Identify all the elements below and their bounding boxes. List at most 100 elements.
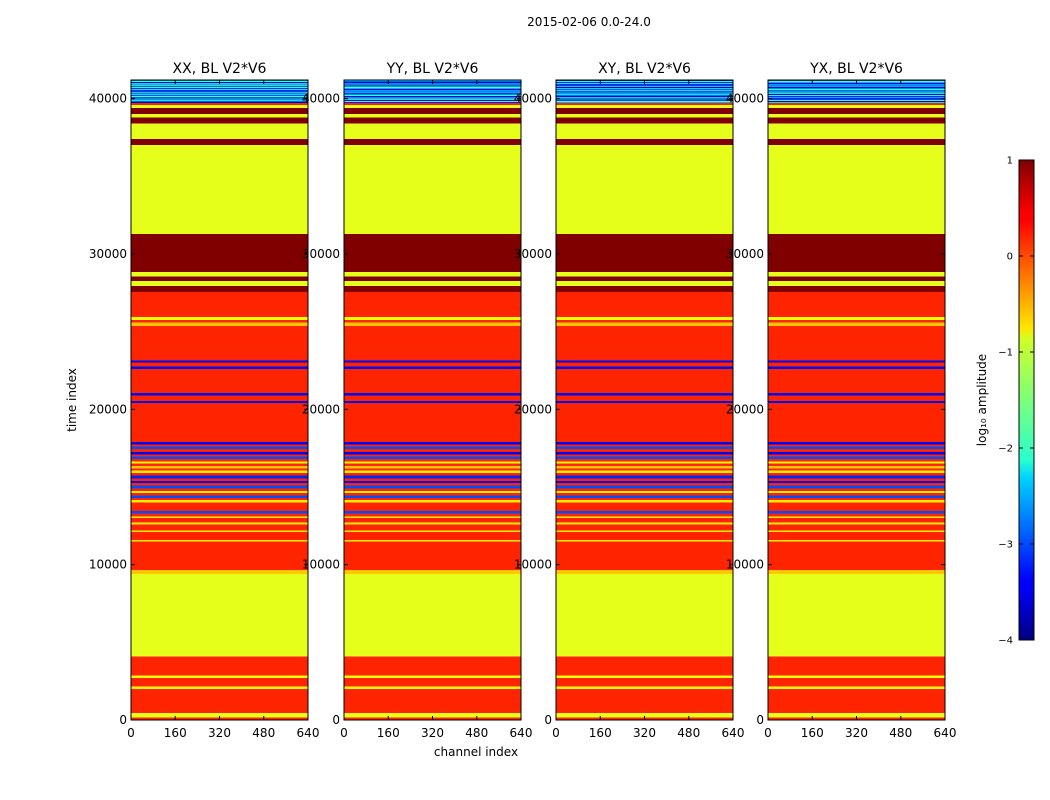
heat-band (556, 316, 733, 320)
heat-band (344, 497, 521, 501)
panel-3: XY, BL V2*V6 0 160 320 480 640 0 10000 20000 3000… (514, 61, 745, 740)
heat-band (768, 532, 945, 540)
heat-band-noisy (768, 99, 945, 102)
heat-band-noisy (131, 96, 308, 98)
heat-band (131, 448, 308, 453)
heat-band (556, 570, 733, 574)
heat-band-noisy (344, 93, 521, 96)
heat-band (556, 456, 733, 460)
heat-band (768, 488, 945, 491)
heat-band (768, 522, 945, 525)
heat-band-noisy (344, 88, 521, 90)
heat-band (768, 320, 945, 323)
heat-band (768, 475, 945, 479)
heat-band (556, 366, 733, 369)
heat-band-noisy (556, 89, 733, 91)
heat-band (768, 466, 945, 469)
heat-band-noisy (768, 101, 945, 103)
heat-band-noisy (556, 91, 733, 93)
heat-band (131, 488, 308, 491)
heat-band (556, 400, 733, 404)
heat-band-noisy (131, 93, 308, 96)
colorbar-tick-label: −4 (998, 636, 1013, 647)
heat-band (344, 570, 521, 574)
heat-band (768, 107, 945, 115)
heat-band (768, 675, 945, 679)
heat-band (131, 518, 308, 523)
heat-band-noisy (131, 84, 308, 86)
y-tick-label: 10000 (89, 558, 127, 572)
heat-band (768, 502, 945, 512)
y-axis-label: time index (65, 368, 79, 432)
heat-band (131, 475, 308, 479)
heat-band (131, 485, 308, 489)
heat-band (344, 326, 521, 361)
heat-band (556, 117, 733, 124)
y-tick-label: 30000 (89, 247, 127, 261)
heat-band-noisy (344, 86, 521, 89)
heat-band (556, 114, 733, 118)
heat-band-noisy (768, 86, 945, 88)
heat-band (131, 452, 308, 455)
heat-band (768, 366, 945, 369)
heat-band (131, 500, 308, 503)
heat-band-noisy (556, 100, 733, 102)
heat-band-noisy (768, 96, 945, 98)
heat-band-noisy (556, 99, 733, 102)
heat-band (768, 495, 945, 498)
colorbar-ticks: 1 0 −1 −2 −3 −4 (998, 156, 1034, 647)
heat-band (131, 573, 308, 657)
heat-band-noisy (768, 84, 945, 86)
heat-band (344, 490, 521, 494)
heat-band-noisy (344, 92, 521, 94)
heat-band-noisy (556, 92, 733, 94)
heat-band (556, 678, 733, 687)
heat-band (344, 123, 521, 140)
heat-band (344, 488, 521, 491)
heat-band (131, 456, 308, 460)
heat-band (556, 444, 733, 447)
heat-band (768, 513, 945, 517)
heat-band (768, 276, 945, 282)
heat-band-noisy (768, 92, 945, 94)
y-tick-label: 10000 (726, 558, 764, 572)
heat-band (344, 459, 521, 462)
heat-band (131, 292, 308, 317)
heat-band (768, 285, 945, 293)
heat-band (768, 117, 945, 124)
heat-band (556, 524, 733, 531)
heat-band (556, 368, 733, 394)
heat-band (131, 276, 308, 282)
heat-band (556, 395, 733, 401)
heat-band (556, 485, 733, 489)
colorbar-tick-label: 0 (1007, 252, 1013, 263)
heat-band (344, 478, 521, 481)
heat-band-noisy (768, 89, 945, 91)
heat-band (768, 478, 945, 481)
heat-band (768, 468, 945, 471)
heat-band-noisy (344, 90, 521, 92)
heat-band (768, 452, 945, 455)
heat-band (556, 393, 733, 396)
heat-band (344, 500, 521, 503)
heat-band (344, 502, 521, 512)
heat-band-noisy (556, 95, 733, 97)
y-tick-label: 30000 (726, 247, 764, 261)
heat-band (131, 316, 308, 320)
heat-band (556, 480, 733, 484)
heat-band-noisy (344, 99, 521, 101)
heat-band (344, 271, 521, 277)
heat-band (131, 532, 308, 540)
heat-band (344, 473, 521, 476)
heat-band (131, 403, 308, 442)
heat-band (131, 281, 308, 286)
y-tick-label: 40000 (726, 92, 764, 106)
heat-band (131, 490, 308, 494)
heat-band-noisy (768, 90, 945, 92)
heat-band (344, 518, 521, 523)
heat-band (344, 678, 521, 687)
heat-band (344, 470, 521, 474)
heat-band-noisy (131, 101, 308, 103)
heat-band (768, 145, 945, 234)
panel-title: XX, BL V2*V6 (173, 61, 267, 77)
